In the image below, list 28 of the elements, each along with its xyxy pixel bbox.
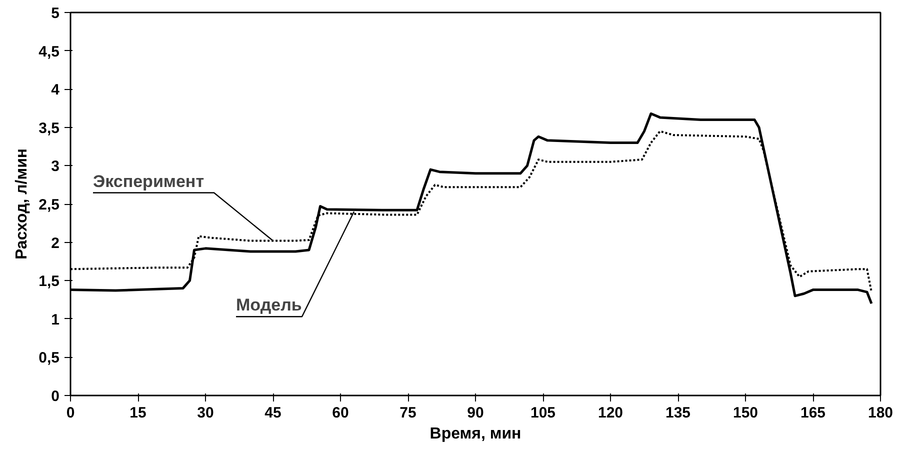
y-tick-label: 2,5 — [38, 196, 60, 214]
y-tick-label: 0,5 — [38, 350, 60, 367]
x-tick-label: 0 — [66, 404, 75, 422]
annotation: Модель — [236, 296, 302, 315]
x-tick-label: 150 — [732, 404, 758, 422]
x-tick-label: 90 — [467, 404, 484, 422]
x-tick-label: 165 — [800, 404, 826, 422]
annotation: Эксперимент — [93, 172, 204, 191]
x-tick-label: 45 — [264, 404, 282, 422]
x-tick-label: 15 — [130, 404, 146, 422]
x-tick-label: 60 — [332, 404, 349, 422]
y-tick-label: 3,5 — [38, 120, 60, 137]
x-tick-label: 75 — [400, 404, 416, 422]
x-tick-label: 105 — [530, 404, 556, 422]
y-tick-label: 5 — [51, 5, 60, 22]
y-tick-label: 2 — [51, 234, 60, 252]
y-tick-label: 0 — [51, 388, 60, 405]
y-tick-label: 1 — [51, 311, 60, 328]
y-tick-label: 4,5 — [38, 43, 60, 60]
y-tick-label: 1,5 — [38, 273, 60, 290]
x-axis-title: Время, мин — [430, 426, 522, 442]
y-tick-label: 3 — [51, 158, 60, 176]
x-tick-label: 135 — [665, 404, 691, 422]
y-axis-title: Расход, л/мин — [14, 148, 31, 260]
x-tick-label: 180 — [868, 404, 894, 422]
y-tick-label: 4 — [51, 82, 60, 99]
x-tick-label: 30 — [197, 404, 214, 422]
x-tick-label: 120 — [598, 404, 624, 422]
